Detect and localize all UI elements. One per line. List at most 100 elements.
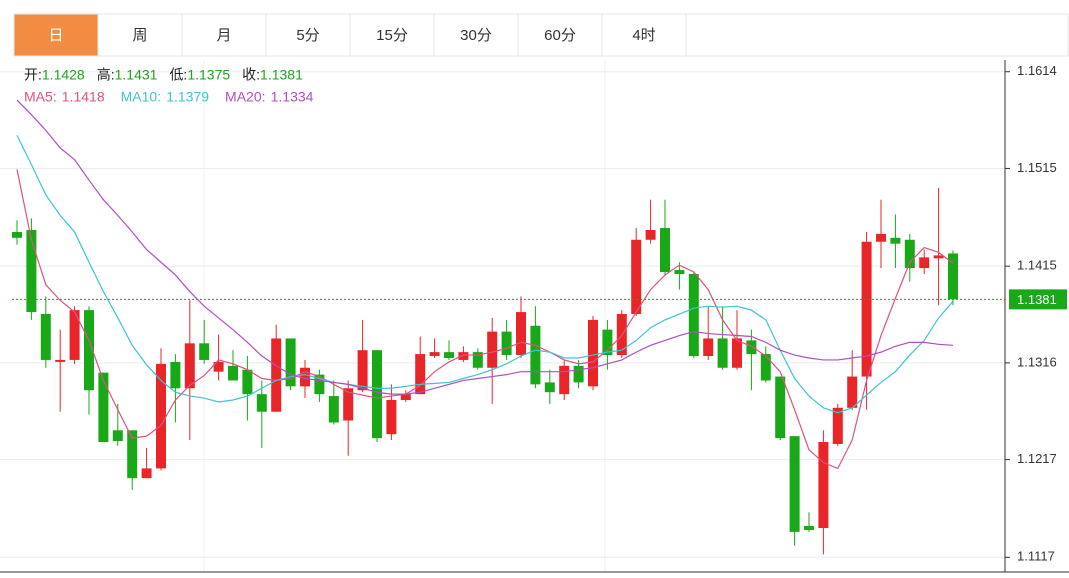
tab[interactable] xyxy=(13,13,99,57)
candle-body xyxy=(429,352,440,357)
candle-body xyxy=(26,230,37,313)
legend-value: 1.1379 xyxy=(166,89,209,105)
tab-label[interactable]: 30分 xyxy=(460,27,492,44)
candle-body xyxy=(213,361,224,372)
candle-body xyxy=(314,374,325,395)
current-price-label: 1.1381 xyxy=(1017,292,1057,307)
ohlc-value: 1.1428 xyxy=(42,67,85,83)
tab-label[interactable]: 月 xyxy=(216,27,231,44)
candle-body xyxy=(890,237,901,244)
ohlc-value: 1.1381 xyxy=(260,67,303,83)
candle-body xyxy=(948,253,958,300)
tab[interactable] xyxy=(265,13,351,57)
y-tick-label: 1.1217 xyxy=(1017,451,1057,466)
candle-body xyxy=(141,468,152,479)
candle-body xyxy=(544,382,555,393)
candle-body xyxy=(588,319,598,387)
legend-name: MA20 xyxy=(225,89,262,105)
candle-body xyxy=(170,361,181,389)
tab[interactable] xyxy=(433,13,519,57)
candle-body xyxy=(199,343,210,360)
candle-body xyxy=(112,430,123,442)
candle-body xyxy=(372,350,382,439)
tab[interactable] xyxy=(97,13,183,57)
tab-label[interactable]: 周 xyxy=(132,27,147,44)
candle-body xyxy=(400,394,411,400)
candle-body xyxy=(343,388,354,421)
candle-body xyxy=(271,338,282,412)
legend: 开: 1.1428 高: 1.1431 低: 1.1375 收: 1.1381MA5:1.14… xyxy=(24,67,314,105)
tabs: 日 周 月 5分 15分 30分 60分 4时 xyxy=(13,13,687,57)
tab[interactable] xyxy=(601,13,687,57)
candle-body xyxy=(98,372,109,443)
candle-body xyxy=(184,343,195,389)
candle-body xyxy=(55,359,66,362)
candle-body xyxy=(703,338,714,357)
candle-body xyxy=(804,526,814,530)
candle-body xyxy=(84,310,94,391)
candle-body xyxy=(818,442,829,528)
y-tick-label: 1.1614 xyxy=(1017,63,1057,78)
ohlc-value: 1.1431 xyxy=(115,67,158,83)
candle-body xyxy=(847,376,858,408)
candle-body xyxy=(573,365,584,383)
ohlc-label: 高: xyxy=(97,67,115,83)
legend-name: MA5 xyxy=(24,89,53,105)
candle-body xyxy=(789,436,800,532)
candle-body xyxy=(717,338,728,368)
candle-body xyxy=(559,365,570,395)
candle-body xyxy=(530,325,541,385)
tab-label[interactable]: 60分 xyxy=(544,27,576,44)
candle-body xyxy=(415,354,426,395)
candle-body xyxy=(386,400,397,435)
candle-body xyxy=(285,338,296,387)
legend-colon: : xyxy=(157,89,161,105)
legend-value: 1.1418 xyxy=(62,89,105,105)
tab-label[interactable]: 5分 xyxy=(296,27,319,44)
candle-body xyxy=(775,376,786,439)
candle-body xyxy=(328,396,339,423)
ohlc-label: 低: xyxy=(169,67,187,83)
ohlc-label: 收: xyxy=(242,67,260,83)
y-tick-label: 1.1316 xyxy=(1017,354,1057,369)
ohlc-label: 开: xyxy=(24,67,42,83)
candle-body xyxy=(832,407,843,444)
legend-colon: : xyxy=(262,89,266,105)
tab-label[interactable]: 日 xyxy=(48,27,63,44)
candle-body xyxy=(904,239,915,269)
tab[interactable] xyxy=(517,13,603,57)
candle-body xyxy=(516,312,526,356)
candle-body xyxy=(357,350,368,391)
legend-colon: : xyxy=(53,89,57,105)
candle-body xyxy=(444,352,454,358)
candle-body xyxy=(228,365,238,381)
candle-body xyxy=(919,257,930,269)
candle-body xyxy=(602,329,613,356)
candle-body xyxy=(876,233,886,242)
candle-body xyxy=(760,354,771,381)
ma-line xyxy=(16,134,954,414)
candle-body xyxy=(631,239,642,315)
legend-value: 1.1334 xyxy=(271,89,314,105)
plot xyxy=(12,99,1005,555)
candle-body xyxy=(300,367,310,387)
candle-body xyxy=(487,331,498,368)
y-axis-labels: 1.1614 1.1515 1.1415 1.1316 1.1217 1.1117 1.13… xyxy=(1005,63,1067,564)
candle-body xyxy=(242,369,253,395)
tab-label[interactable]: 4时 xyxy=(632,27,655,44)
candle-body xyxy=(127,430,138,479)
ma-line xyxy=(16,99,954,395)
tab-label[interactable]: 15分 xyxy=(376,27,408,44)
candle-body xyxy=(688,273,699,357)
candle-body xyxy=(674,270,685,274)
candle-body xyxy=(69,310,80,360)
grid xyxy=(0,71,1005,558)
candle-body xyxy=(645,230,656,240)
tab[interactable] xyxy=(349,13,435,57)
candle-body xyxy=(256,394,267,412)
candle-body xyxy=(933,255,944,259)
candle-body xyxy=(156,363,166,469)
legend-name: MA10 xyxy=(121,89,158,105)
